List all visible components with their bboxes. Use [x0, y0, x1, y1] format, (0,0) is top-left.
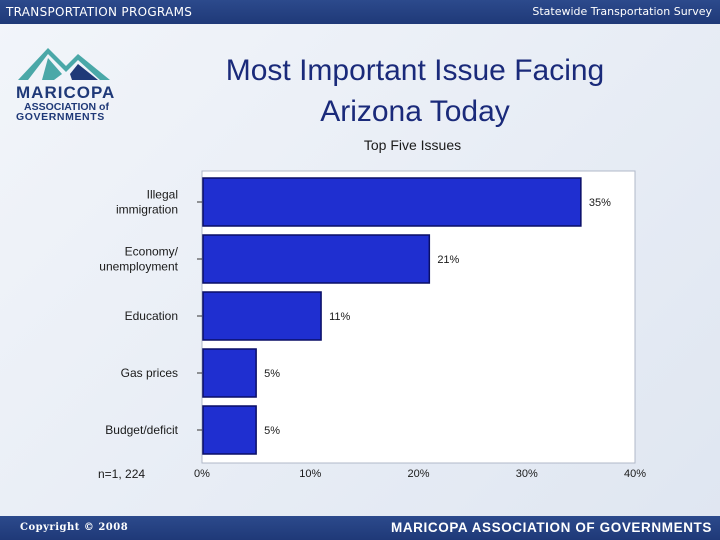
data-label-0: 35% [589, 197, 611, 209]
category-label-0-line0: Illegal [147, 188, 178, 202]
category-label-1-line0: Economy/ [125, 245, 179, 259]
x-tick-label-3: 30% [516, 468, 538, 480]
header-survey-label: Statewide Transportation Survey [532, 5, 712, 18]
slide-title-line2: Arizona Today [320, 95, 510, 128]
category-label-4: Budget/deficit [105, 423, 178, 437]
data-label-4: 5% [264, 425, 280, 437]
data-label-3: 5% [264, 368, 280, 380]
bar-1 [202, 234, 431, 284]
bar-2 [202, 291, 322, 341]
x-tick-label-1: 10% [299, 468, 321, 480]
header-program-label: TRANSPORTATION PROGRAMS [6, 5, 193, 19]
x-tick-label-2: 20% [407, 468, 429, 480]
category-label-1-line1: unemployment [99, 260, 178, 274]
chart-subtitle: Top Five Issues [363, 137, 462, 153]
slide-title: Most Important Issue Facing Arizona Toda… [160, 50, 670, 132]
category-label-2: Education [125, 309, 178, 323]
maricopa-logo: MARICOPA ASSOCIATION of GOVERNMENTS [16, 48, 115, 122]
bar-4 [202, 405, 257, 455]
sample-size-note: n=1, 224 [98, 467, 146, 481]
data-label-1: 21% [437, 254, 459, 266]
logo-mountain-right [70, 64, 98, 80]
category-label-3: Gas prices [121, 366, 178, 380]
logo-mountain-inner [42, 58, 62, 80]
category-label-0-line1: immigration [116, 203, 178, 217]
bar-3 [202, 348, 257, 398]
header-bar: TRANSPORTATION PROGRAMS Statewide Transp… [0, 0, 720, 24]
logo-line1: MARICOPA [16, 83, 115, 102]
footer-brand: MARICOPA ASSOCIATION OF GOVERNMENTS [390, 520, 712, 535]
x-tick-label-0: 0% [194, 468, 210, 480]
copyright-text: Copyright © 2008 [20, 522, 129, 533]
x-tick-label-4: 40% [624, 468, 646, 480]
logo-line2: ASSOCIATION of [24, 101, 109, 113]
footer-bar: Copyright © 2008 MARICOPA ASSOCIATION OF… [0, 516, 720, 540]
bar-0 [202, 177, 582, 227]
logo-line3: GOVERNMENTS [16, 111, 105, 122]
slide-title-line1: Most Important Issue Facing [225, 54, 605, 87]
data-label-2: 11% [329, 311, 350, 323]
logo-mountain-teal [18, 48, 110, 80]
